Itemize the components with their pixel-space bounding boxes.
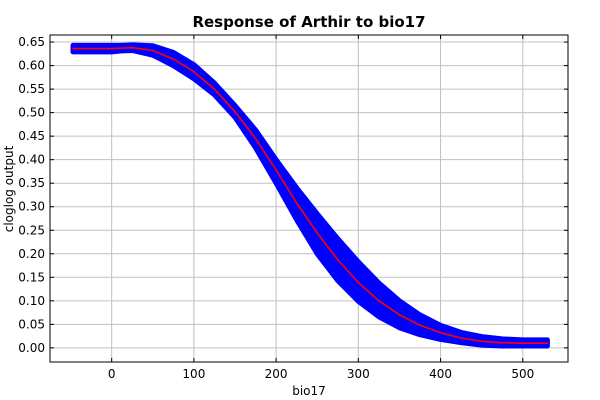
mean-data-point (213, 88, 216, 90)
mean-data-point (254, 137, 257, 140)
mean-data-point (337, 259, 339, 261)
mean-data-point (501, 341, 504, 344)
y-tick-label: 0.05 (18, 317, 45, 331)
x-axis-label: bio17 (292, 384, 326, 398)
y-axis-ticks: 0.00 0.05 0.10 0.15 0.20 0.25 0.30 0.35 0.40 0.45… (18, 35, 568, 355)
y-tick-label: 0.35 (18, 176, 45, 190)
mean-data-point (275, 169, 277, 171)
y-tick-label: 0.40 (18, 153, 45, 167)
y-tick-label: 0.10 (18, 294, 45, 308)
y-tick-label: 0.15 (18, 270, 45, 284)
x-tick-label: 100 (182, 367, 205, 381)
y-tick-label: 0.00 (18, 341, 45, 355)
y-tick-label: 0.25 (18, 223, 45, 237)
grid-lines (50, 35, 568, 362)
confidence-band (70, 42, 550, 349)
y-tick-label: 0.30 (18, 200, 45, 214)
series-lines (72, 46, 549, 345)
mean-data-point (419, 324, 421, 327)
mean-data-point (357, 281, 360, 284)
mean-data-point (480, 340, 483, 343)
x-tick-label: 500 (511, 367, 534, 381)
mean-data-point (110, 47, 113, 50)
mean-data-point (172, 58, 175, 60)
mean-data-point (72, 47, 74, 50)
mean-data-point (234, 110, 236, 113)
mean-data-point (398, 314, 401, 316)
x-tick-label: 0 (108, 367, 116, 381)
mean-data-point (119, 47, 121, 49)
mean-data-point (131, 46, 133, 49)
y-tick-label: 0.50 (18, 106, 45, 120)
x-tick-label: 300 (347, 367, 370, 381)
mean-data-point (439, 332, 442, 334)
y-tick-label: 0.65 (18, 35, 45, 49)
mean-data-point (316, 232, 319, 234)
mean-data-point (522, 342, 524, 345)
mean-data-point (378, 300, 380, 302)
y-tick-label: 0.60 (18, 59, 45, 73)
chart-title: Response of Arthir to bio17 (192, 13, 425, 31)
band-area (70, 42, 550, 349)
x-axis-ticks: 0 100 200 300 400 500 (108, 35, 534, 381)
mean-data-point (152, 49, 154, 52)
mean-data-point (295, 202, 298, 204)
x-tick-label: 200 (265, 367, 288, 381)
y-tick-label: 0.45 (18, 129, 45, 143)
plot-frame (49, 34, 569, 363)
x-tick-label: 400 (429, 367, 452, 381)
mean-data-point (193, 70, 195, 73)
mean-response-line (73, 46, 548, 345)
mean-data-point (460, 337, 462, 339)
y-tick-label: 0.55 (18, 82, 45, 96)
y-tick-label: 0.20 (18, 247, 45, 261)
y-axis-label: cloglog output (2, 145, 16, 232)
mean-data-point (546, 342, 549, 345)
